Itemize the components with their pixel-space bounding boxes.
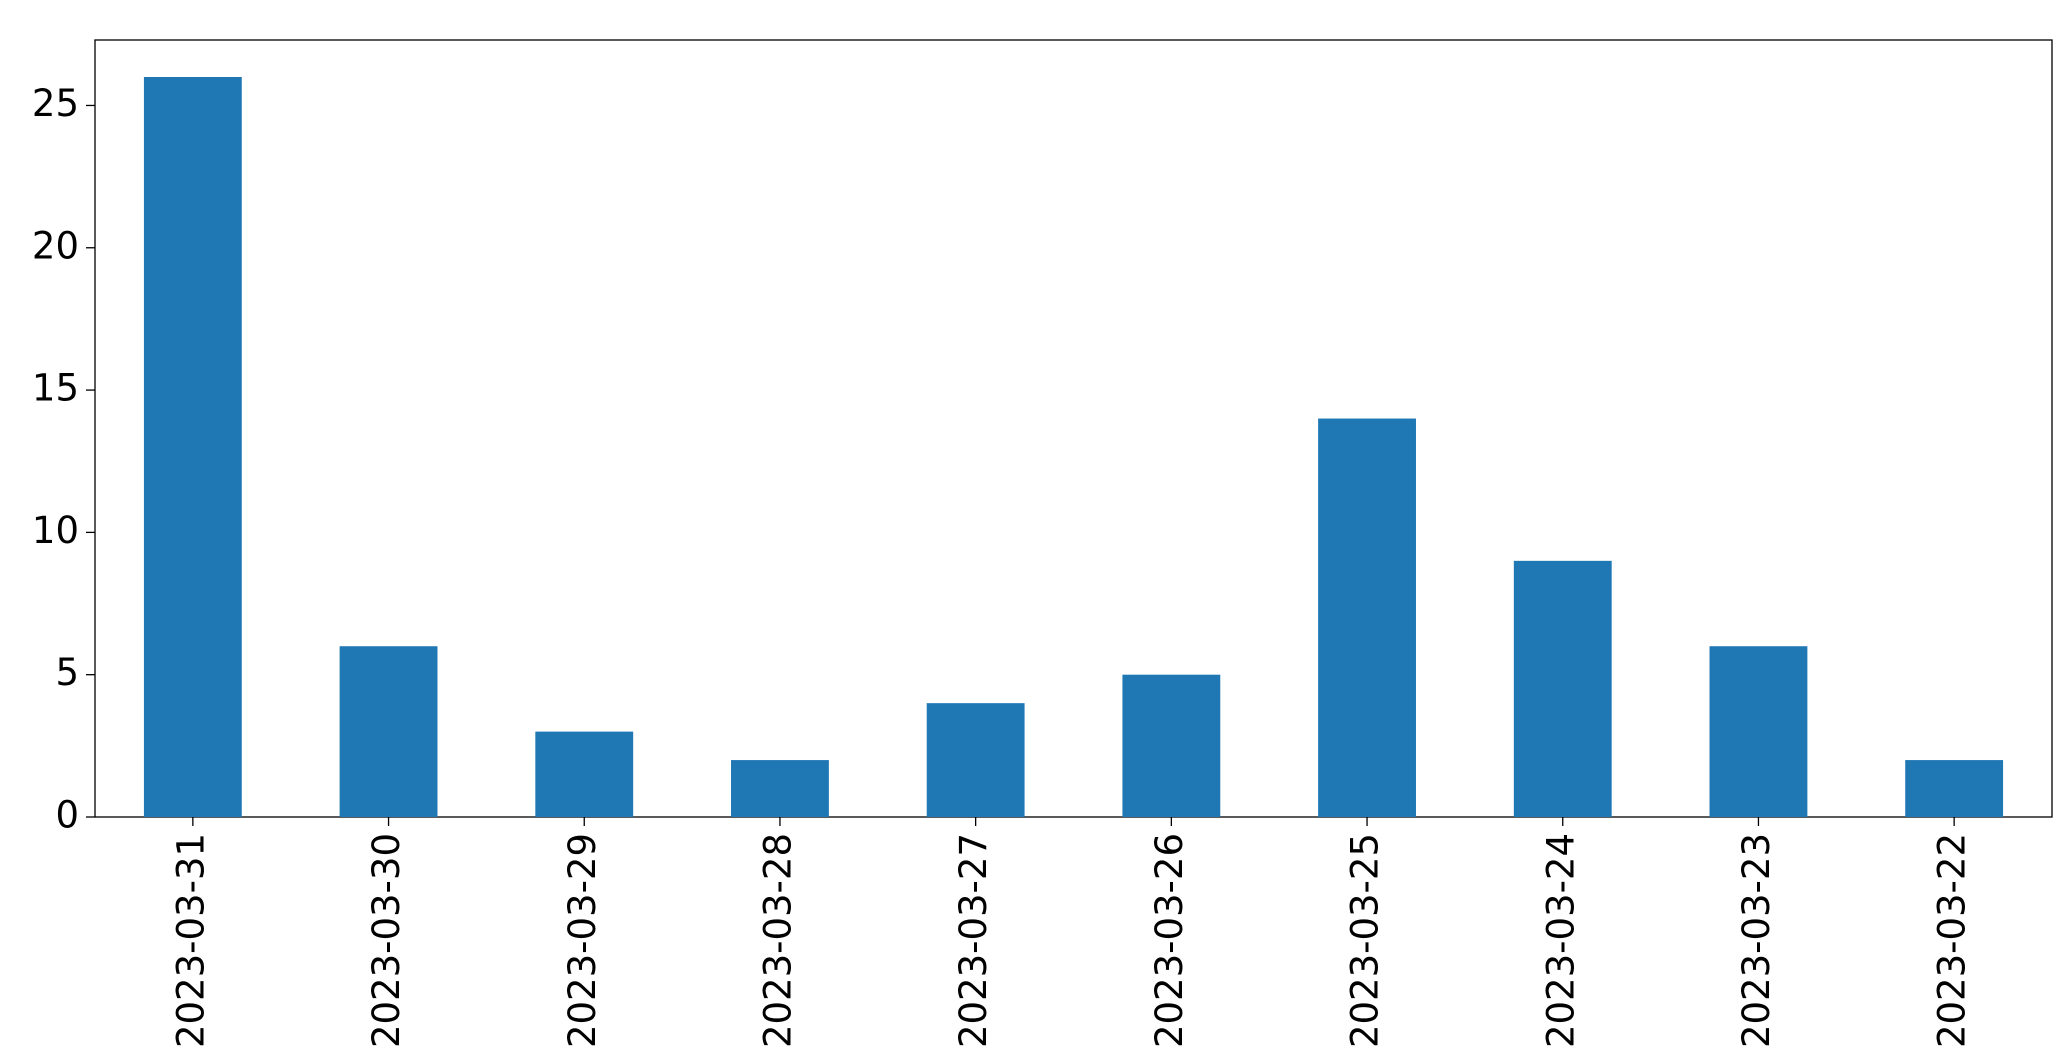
y-tick-label: 25 [32,82,79,125]
y-tick-label: 0 [55,794,79,837]
y-tick-label: 15 [32,367,79,410]
x-tick-label: 2023-03-29 [561,833,604,1048]
bar [1513,560,1612,817]
bar [926,703,1025,817]
x-tick-label: 2023-03-31 [169,833,212,1048]
bar [535,731,634,817]
bar [143,77,242,817]
bar [731,760,829,817]
x-tick-label: 2023-03-22 [1931,833,1974,1048]
y-tick-label: 10 [32,509,79,552]
x-tick-label: 2023-03-25 [1344,833,1387,1048]
y-tick-label: 5 [55,651,79,694]
x-tick-label: 2023-03-30 [365,833,408,1048]
bar [1122,674,1221,817]
bar [1318,418,1416,817]
x-tick-label: 2023-03-23 [1735,833,1778,1048]
bar [1905,760,2004,817]
x-tick-label: 2023-03-28 [756,833,799,1048]
bar [1709,646,1808,817]
plot-frame [94,39,2053,818]
x-tick-label: 2023-03-24 [1539,833,1582,1048]
x-tick-label: 2023-03-27 [952,833,995,1048]
bar [339,646,438,817]
y-tick-label: 20 [32,224,79,267]
x-tick-label: 2023-03-26 [1148,833,1191,1048]
